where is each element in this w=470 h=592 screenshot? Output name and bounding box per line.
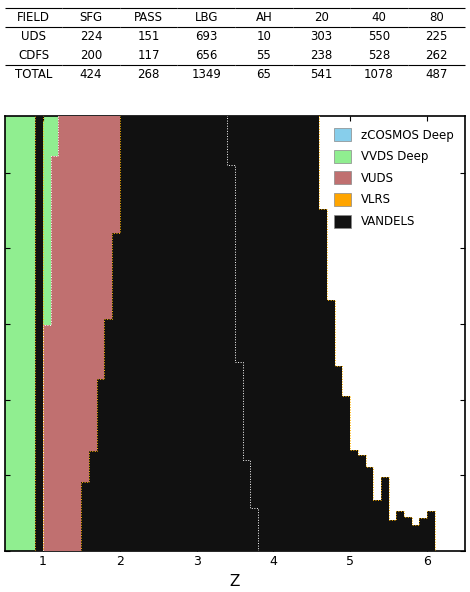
- Polygon shape: [5, 0, 470, 551]
- Polygon shape: [5, 0, 470, 551]
- Legend: zCOSMOS Deep, VVDS Deep, VUDS, VLRS, VANDELS: zCOSMOS Deep, VVDS Deep, VUDS, VLRS, VAN…: [328, 122, 459, 234]
- Polygon shape: [5, 0, 470, 551]
- Polygon shape: [5, 0, 470, 551]
- Polygon shape: [5, 0, 470, 551]
- X-axis label: Z: Z: [230, 574, 240, 589]
